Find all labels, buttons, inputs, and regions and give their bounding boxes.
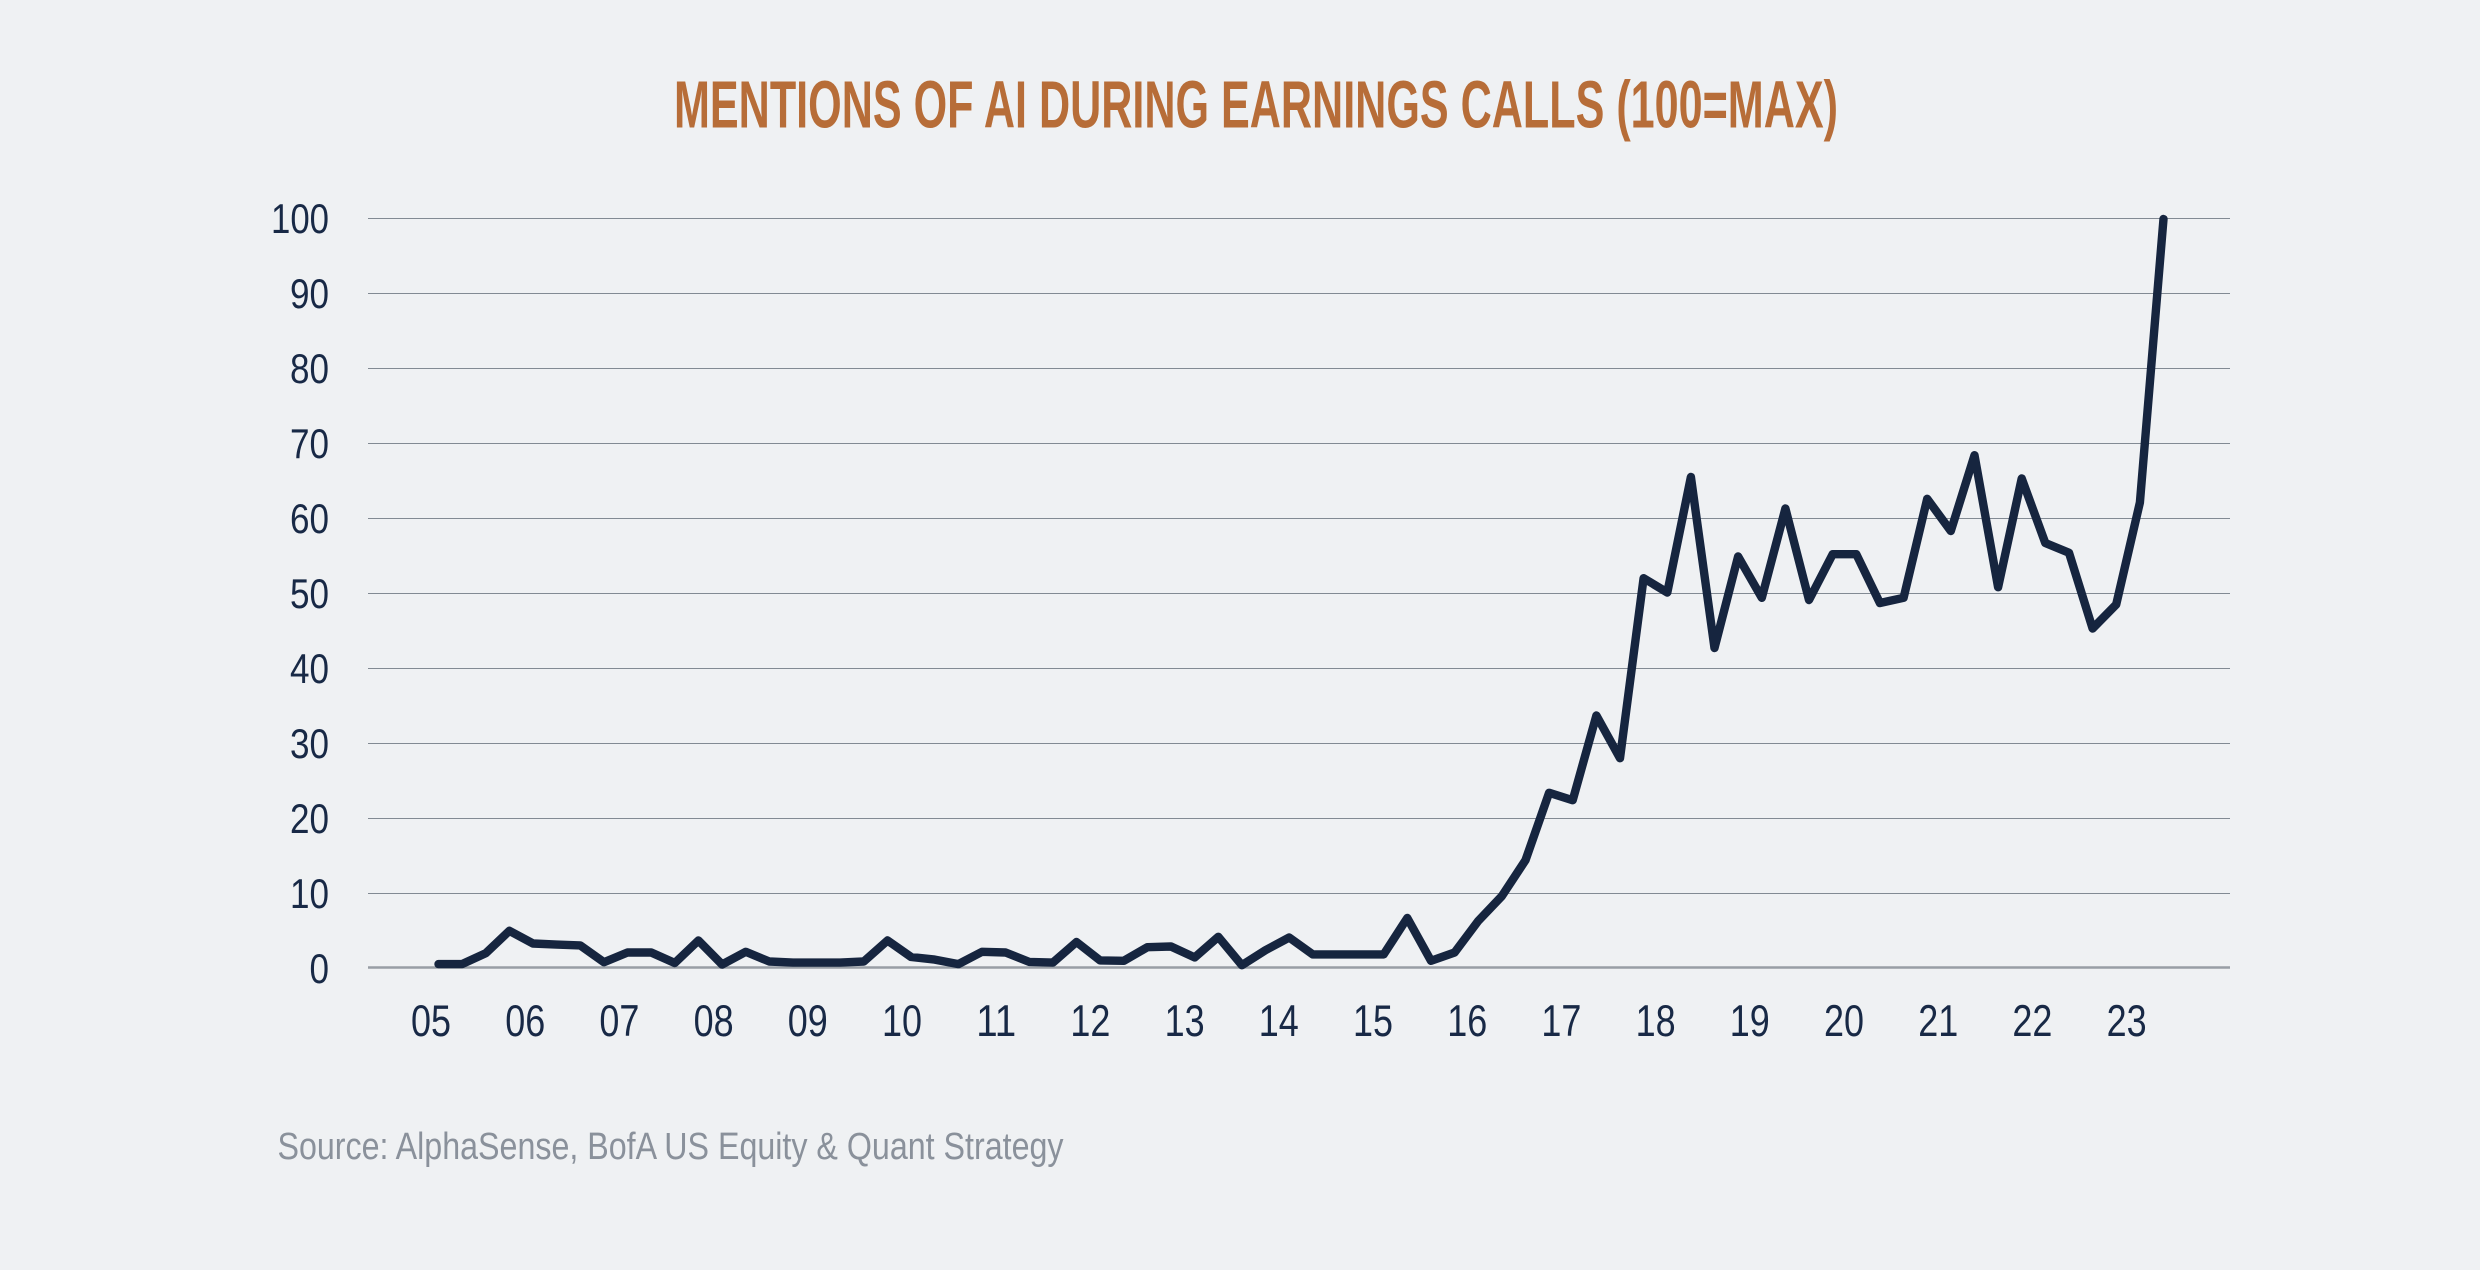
svg-text:20: 20 [290, 795, 329, 842]
svg-text:100: 100 [271, 195, 329, 242]
svg-text:MENTIONS OF AI DURING EARNINGS: MENTIONS OF AI DURING EARNINGS CALLS (10… [674, 68, 1838, 143]
svg-text:40: 40 [290, 645, 329, 692]
svg-text:07: 07 [599, 997, 639, 1046]
svg-text:50: 50 [290, 570, 329, 617]
svg-text:80: 80 [290, 345, 329, 392]
svg-text:09: 09 [788, 997, 828, 1046]
svg-text:11: 11 [976, 997, 1016, 1046]
svg-text:70: 70 [290, 420, 329, 467]
svg-text:0: 0 [310, 945, 330, 992]
svg-text:21: 21 [1918, 997, 1958, 1046]
svg-text:06: 06 [505, 997, 545, 1046]
svg-text:17: 17 [1541, 997, 1581, 1046]
svg-text:60: 60 [290, 495, 329, 542]
svg-text:08: 08 [694, 997, 734, 1046]
svg-text:19: 19 [1730, 997, 1770, 1046]
svg-text:05: 05 [411, 997, 451, 1046]
svg-text:20: 20 [1824, 997, 1864, 1046]
svg-text:Source: AlphaSense, BofA US Eq: Source: AlphaSense, BofA US Equity & Qua… [278, 1126, 1064, 1168]
svg-text:10: 10 [290, 870, 329, 917]
svg-text:12: 12 [1070, 997, 1110, 1046]
svg-text:90: 90 [290, 270, 329, 317]
svg-text:10: 10 [882, 997, 922, 1046]
svg-text:22: 22 [2012, 997, 2052, 1046]
svg-text:15: 15 [1353, 997, 1393, 1046]
svg-text:30: 30 [290, 720, 329, 767]
svg-text:16: 16 [1447, 997, 1487, 1046]
svg-text:18: 18 [1636, 997, 1676, 1046]
svg-text:23: 23 [2107, 997, 2147, 1046]
svg-text:14: 14 [1259, 997, 1299, 1046]
svg-text:13: 13 [1165, 997, 1205, 1046]
